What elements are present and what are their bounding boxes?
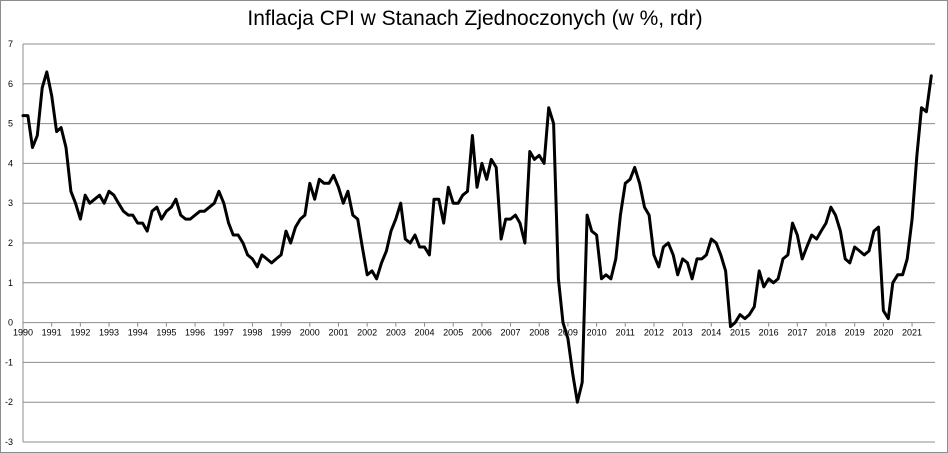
x-tick-label: 1996 [185, 328, 205, 338]
y-tick-label: -3 [5, 437, 13, 447]
x-tick-label: 1998 [242, 328, 262, 338]
x-tick-label: 1999 [271, 328, 291, 338]
y-tick-label: 7 [8, 39, 13, 49]
x-axis-ticks: 1990 1991 1992 1993 1994 1995 1996 1997 1998 1999… [13, 328, 922, 338]
x-tick-label: 2001 [328, 328, 348, 338]
series-group [21, 70, 933, 404]
x-tick-label: 2014 [701, 328, 721, 338]
x-tick-label: 2010 [587, 328, 607, 338]
x-tick-label: 2019 [845, 328, 865, 338]
x-tick-label: 2011 [616, 328, 635, 338]
y-tick-label: 1 [8, 278, 13, 288]
chart-title: Inflacja CPI w Stanach Zjednoczonych (w … [247, 7, 703, 30]
gridlines [22, 43, 935, 443]
x-tick-label: 2017 [787, 328, 807, 338]
x-tick-label: 2016 [759, 328, 779, 338]
y-tick-label: -2 [5, 397, 13, 407]
x-tick-label: 1993 [99, 328, 119, 338]
y-tick-label: 3 [8, 198, 13, 208]
x-tick-label: 2021 [902, 328, 922, 338]
x-tick-label: 2020 [873, 328, 893, 338]
x-tick-label: 2012 [644, 328, 664, 338]
x-tick-label: 1994 [128, 328, 148, 338]
x-tick-label: 2013 [673, 328, 693, 338]
x-tick-label: 1990 [13, 328, 33, 338]
x-tick-label: 2003 [386, 328, 406, 338]
y-tick-label: 5 [8, 119, 13, 129]
y-tick-label: 4 [8, 158, 13, 168]
x-tick-label: 2006 [472, 328, 492, 338]
x-tick-label: 2009 [558, 328, 578, 338]
x-tick-label: 2018 [816, 328, 836, 338]
x-tick-label: 2000 [300, 328, 320, 338]
x-tick-label: 1991 [42, 328, 62, 338]
y-axis-ticks: 7 6 5 4 3 2 1 0 -1 -2 -3 [5, 39, 13, 447]
series-line-cpi [21, 70, 933, 404]
x-tick-label: 2002 [357, 328, 377, 338]
x-tick-label: 1997 [214, 328, 234, 338]
x-tick-label: 2005 [443, 328, 463, 338]
x-tick-label: 2008 [529, 328, 549, 338]
x-tick-label: 2004 [414, 328, 434, 338]
y-tick-label: 0 [8, 318, 13, 328]
x-tick-label: 1992 [70, 328, 90, 338]
x-tick-label: 2007 [501, 328, 521, 338]
y-tick-label: -1 [5, 357, 13, 367]
y-tick-label: 2 [8, 238, 13, 248]
y-tick-label: 6 [8, 79, 13, 89]
x-tick-label: 1995 [156, 328, 176, 338]
x-tick-label: 2015 [730, 328, 750, 338]
